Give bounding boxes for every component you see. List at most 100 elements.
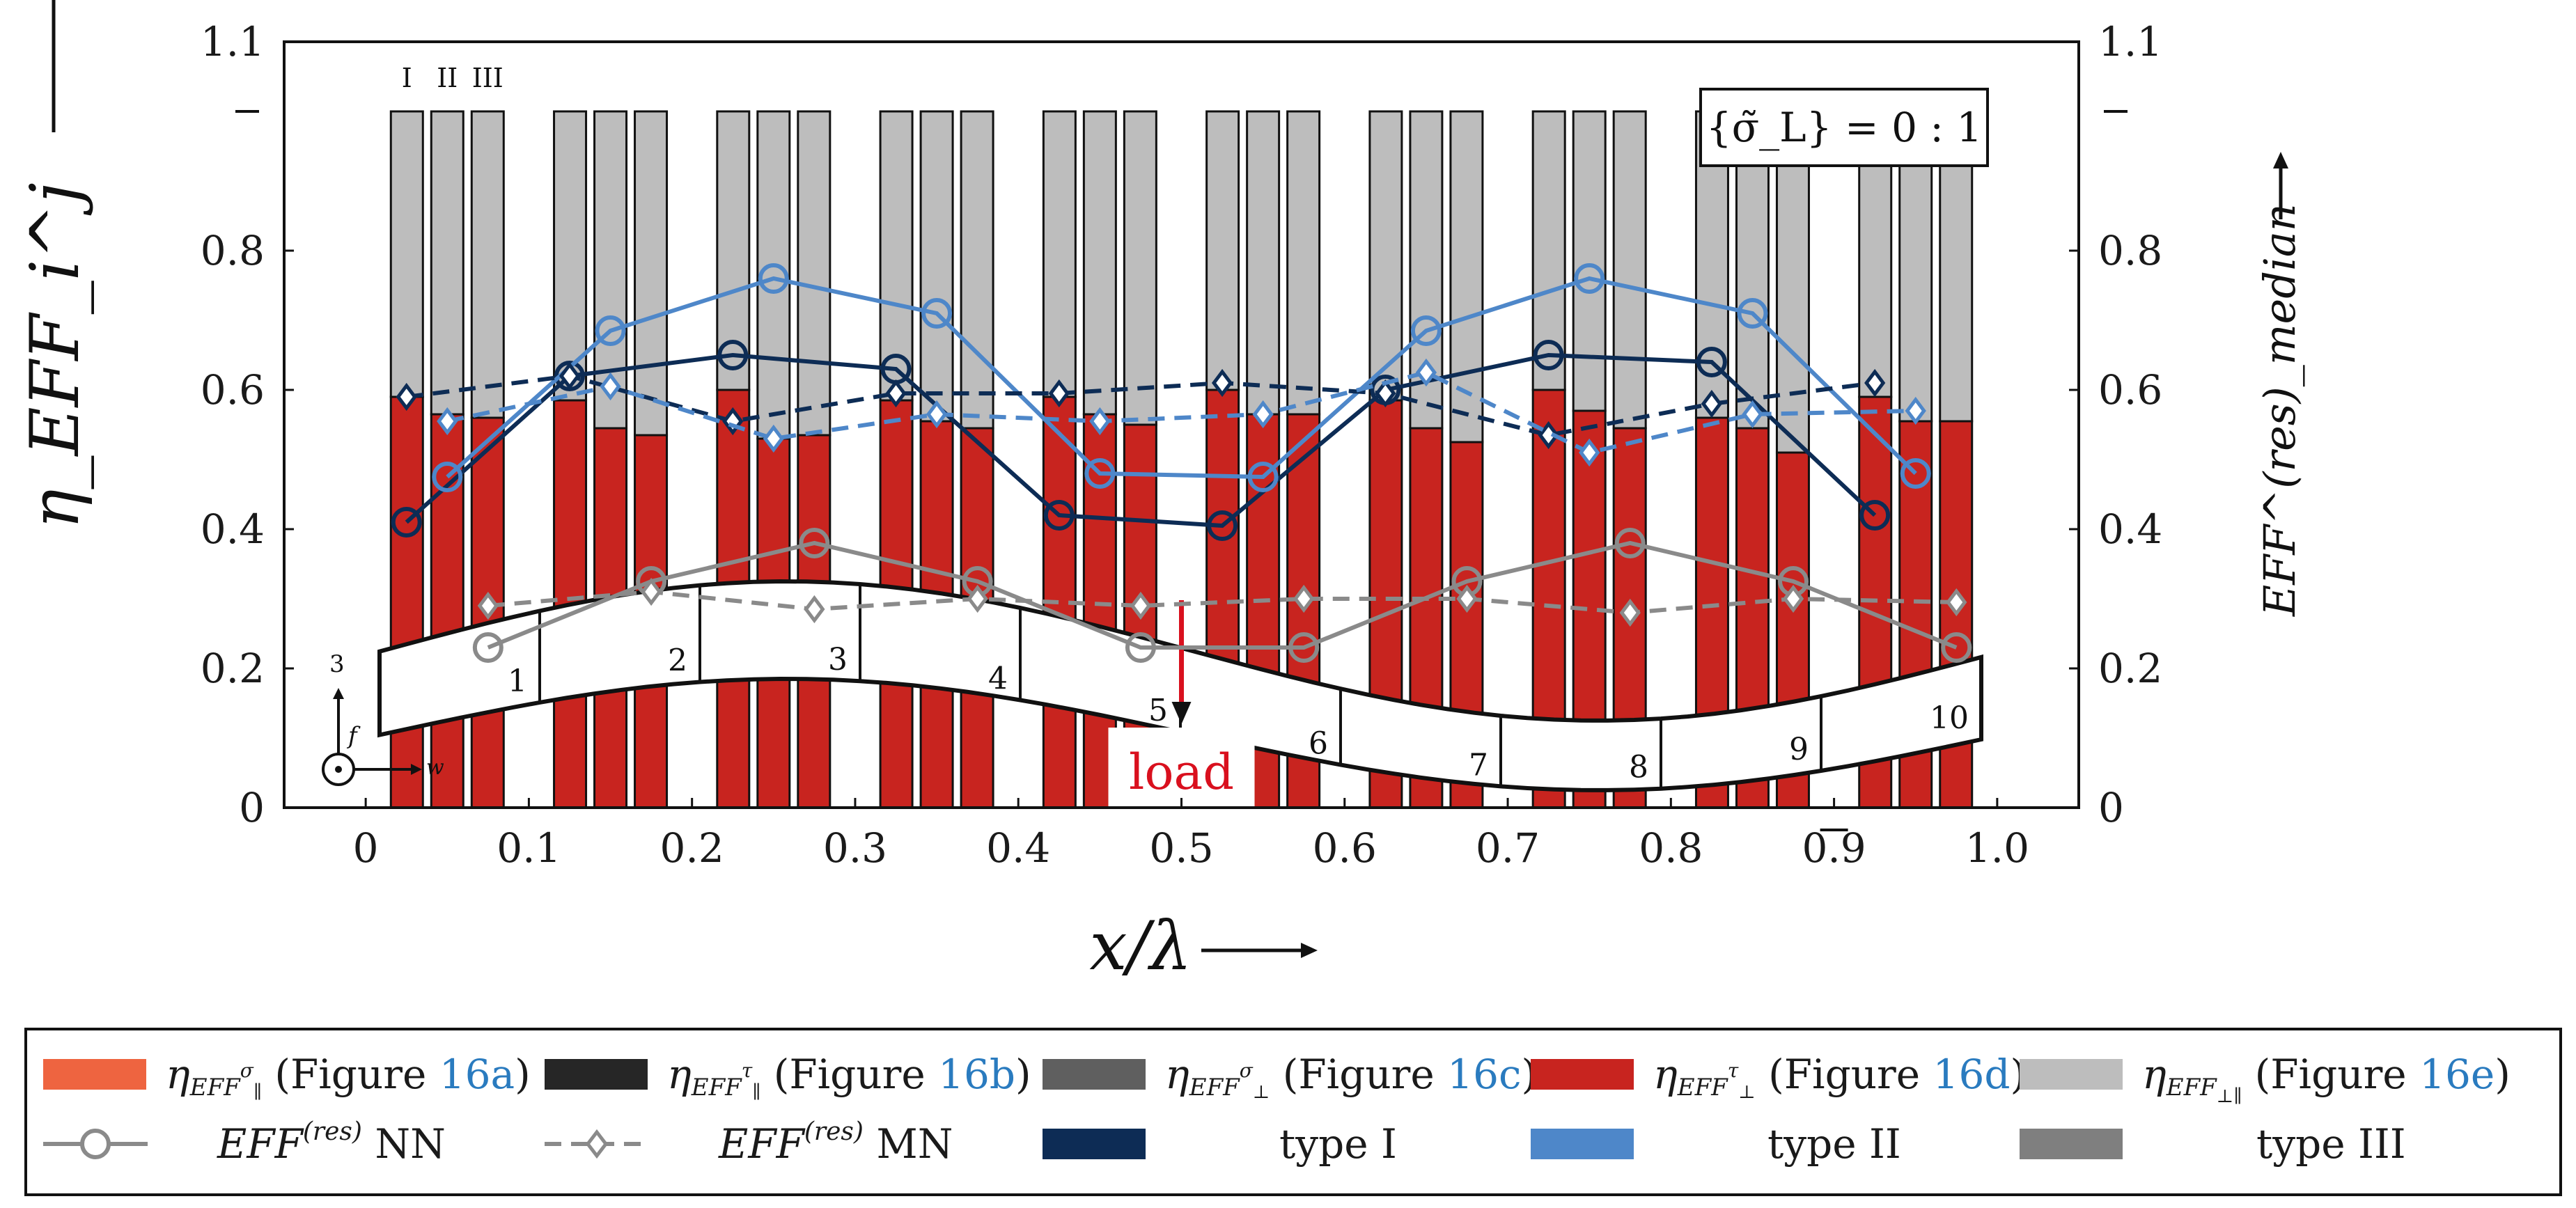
bar-perp-par-5-II xyxy=(1246,110,1281,416)
legend-label-3: ηEFFτ⊥ (Figure 16d) xyxy=(1653,1051,2026,1103)
segment-labels: 1 2 3 4 5 6 7 8 9 10 xyxy=(508,642,1969,785)
y-axis-label-left-group: η_EFF_i^j xyxy=(16,0,94,529)
x-tick-label: 0.6 xyxy=(1313,824,1377,872)
y-axis-label-right: EFF^(res)_median xyxy=(2254,203,2305,617)
series-line-4 xyxy=(446,370,1916,455)
series-marker-0-8 xyxy=(1696,347,1727,377)
bar-perp-par-0-III xyxy=(470,110,505,419)
series-marker-3-3 xyxy=(885,379,907,408)
series-marker-5-7 xyxy=(1619,598,1641,627)
series-marker-3-1 xyxy=(559,361,581,391)
legend-swatch-par_sigma xyxy=(43,1059,146,1090)
series-marker-4-3 xyxy=(926,400,948,429)
axis-labels: x/λ η_EFF_i^j EFF^(res)_median xyxy=(16,0,2305,985)
coord-arrowhead-horizontal xyxy=(411,764,422,775)
legend-swatch-perp_sigma xyxy=(1043,1059,1146,1090)
bar-perp-par-3-III xyxy=(960,110,994,430)
x-tick-label: 0 xyxy=(353,824,379,872)
y-tick-label-left: 0.8 xyxy=(201,227,265,274)
series-marker-4-2 xyxy=(763,424,784,453)
series-marker-1-8 xyxy=(1737,298,1768,329)
series-marker-2-9 xyxy=(1941,632,1972,663)
series-marker-5-4 xyxy=(1130,591,1152,620)
series-marker-2-2 xyxy=(799,528,830,558)
bar-perp-tau-0-II xyxy=(430,413,465,809)
legend-swatch-perp_tau xyxy=(1531,1059,1634,1090)
y-tick-label-left: 0 xyxy=(239,784,265,831)
segment-label-1: 1 xyxy=(508,664,527,699)
legend-swatch-type_II xyxy=(1531,1129,1634,1159)
series-marker-3-4 xyxy=(1048,379,1070,408)
series-marker-4-8 xyxy=(1742,400,1763,429)
series-line-5 xyxy=(487,589,1957,615)
type-label-II: II xyxy=(437,63,458,93)
x-tick-label: 0.4 xyxy=(986,824,1050,872)
series-marker-4-6 xyxy=(1415,358,1437,387)
annotation: {σ̃_L} = 0 : 1 xyxy=(1699,88,1989,167)
x-tick-label: 0.1 xyxy=(497,824,561,872)
load-marker: load xyxy=(1108,600,1255,808)
series-marker-1-0 xyxy=(432,462,463,492)
bar-perp-par-7-II xyxy=(1572,110,1607,412)
series-marker-0-4 xyxy=(1043,500,1075,531)
bar-perp-par-1-III xyxy=(634,110,669,437)
beam-dividers xyxy=(538,583,1822,789)
series-marker-5-0 xyxy=(477,591,499,620)
bar-perp-par-3-I xyxy=(879,110,914,402)
series-line-2 xyxy=(487,540,1958,650)
bar-perp-tau-0-I xyxy=(389,395,424,809)
legend-swatch-par_tau xyxy=(545,1059,648,1090)
series-marker-5-5 xyxy=(1293,584,1315,613)
x-tick-label: 0.9 xyxy=(1802,824,1866,872)
series-marker-5-6 xyxy=(1456,584,1478,613)
series-marker-5-9 xyxy=(1946,588,1967,617)
series-line-3 xyxy=(406,373,1875,438)
segment-label-8: 8 xyxy=(1629,750,1648,785)
bar-perp-par-4-II xyxy=(1082,110,1117,416)
x-tick-label: 1.0 xyxy=(1965,824,2029,872)
series-marker-1-9 xyxy=(1900,458,1931,489)
segment-label-9: 9 xyxy=(1789,732,1809,767)
series-marker-4-7 xyxy=(1579,438,1600,467)
series-marker-3-5 xyxy=(1211,368,1233,398)
legend-mn-marker xyxy=(585,1129,609,1159)
series-marker-3-8 xyxy=(1701,389,1723,418)
y-tick-label-right: 0.6 xyxy=(2098,366,2162,414)
bar-perp-par-5-III xyxy=(1286,110,1321,416)
legend-row2-label-0: EFF(res) NN xyxy=(217,1117,446,1168)
y-tick-label-left: 0.4 xyxy=(201,505,265,553)
series-marker-5-2 xyxy=(804,595,825,624)
load-arrow-head xyxy=(1171,702,1192,724)
series-marker-0-7 xyxy=(1533,340,1564,370)
legend-row2-label-1: EFF(res) MN xyxy=(718,1117,953,1168)
bar-perp-par-3-II xyxy=(919,110,954,423)
series-marker-1-3 xyxy=(921,298,953,329)
bar-perp-par-6-I xyxy=(1368,110,1403,402)
series-line-0 xyxy=(405,352,1877,528)
series-marker-0-0 xyxy=(391,507,422,538)
series-marker-2-5 xyxy=(1288,632,1320,663)
y-axis-label-left: η_EFF_i^j xyxy=(16,182,94,529)
series-marker-3-7 xyxy=(1538,421,1559,450)
y-axis-arrowhead-right xyxy=(2273,152,2288,168)
y-tick-label-left: 1.1 xyxy=(201,18,265,65)
type-label-I: I xyxy=(402,63,412,93)
bar-perp-par-0-II xyxy=(430,110,465,416)
series-marker-3-9 xyxy=(1864,368,1886,398)
series-marker-1-4 xyxy=(1084,458,1116,489)
x-tick-label: 0.5 xyxy=(1149,824,1213,872)
x-tick-label: 0.2 xyxy=(660,824,724,872)
type-label-III: III xyxy=(472,63,504,93)
series-marker-4-1 xyxy=(600,372,621,401)
y-tick-label-right: 0.4 xyxy=(2098,505,2162,553)
x-axis-label: x/λ xyxy=(1089,907,1192,985)
tick-labels: 0 0.1 0.2 0.3 0.4 0.5 0.6 0.7 0.8 0.9 1.0 0 0 0.2 0.2 0… xyxy=(201,18,2163,872)
series-marker-0-9 xyxy=(1859,500,1891,531)
legend-label-0: ηEFFσ∥ (Figure 16a) xyxy=(166,1051,531,1103)
legend-label-4: ηEFF⊥∥ (Figure 16e) xyxy=(2142,1051,2511,1107)
bar-perp-par-4-I xyxy=(1042,110,1077,398)
y-tick-label-right: 0.2 xyxy=(2098,645,2162,692)
legend-swatch-type_I xyxy=(1043,1129,1146,1159)
series-marker-5-3 xyxy=(967,584,988,613)
